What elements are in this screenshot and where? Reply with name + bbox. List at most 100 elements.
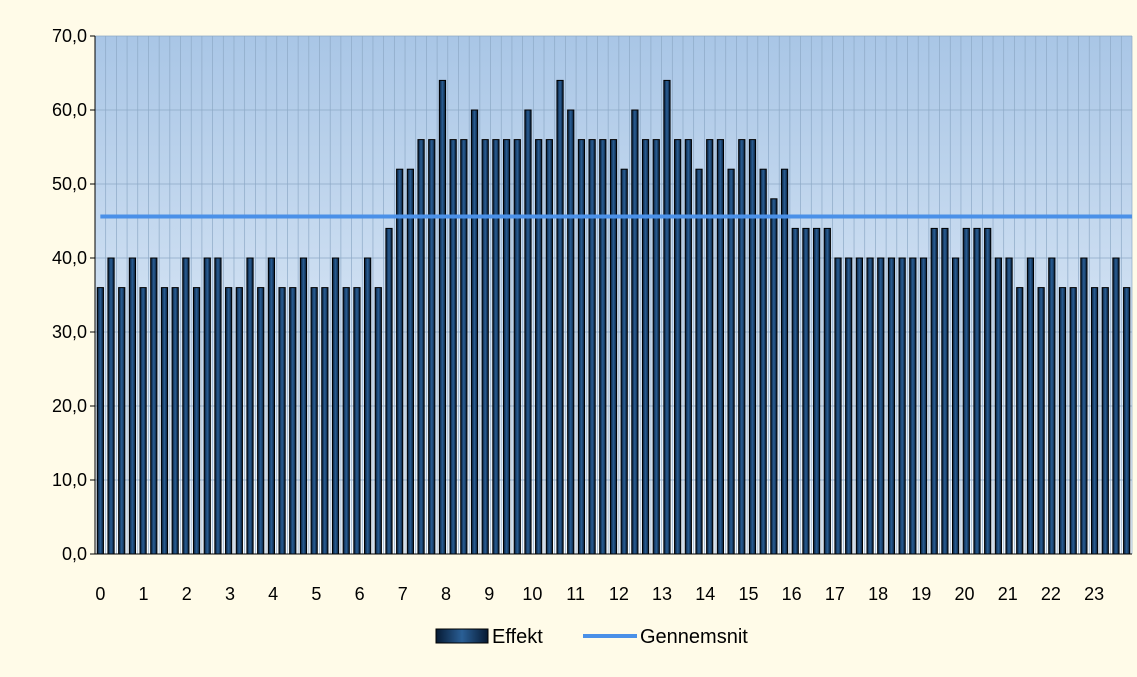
x-tick-label: 8 [441, 584, 451, 604]
bar [887, 257, 896, 555]
x-tick-label: 19 [911, 584, 931, 604]
bar [1048, 257, 1056, 555]
bar [1090, 287, 1099, 555]
bar [406, 168, 414, 555]
bar [128, 257, 137, 555]
y-axis-tick-labels: 0,0 10,0 20,0 30,0 40,0 50,0 60,0 70,0 [52, 26, 87, 564]
bar [470, 109, 479, 555]
y-tick-label: 40,0 [52, 248, 87, 268]
bar [599, 139, 607, 555]
bar [246, 257, 254, 555]
bar [823, 227, 831, 555]
bar [310, 287, 318, 555]
bar [780, 168, 789, 555]
y-tick-label: 70,0 [52, 26, 87, 46]
bar [984, 227, 992, 555]
bar [759, 168, 767, 555]
x-tick-label: 12 [609, 584, 629, 604]
bar [556, 79, 564, 555]
x-tick-label: 13 [652, 584, 672, 604]
legend: Effekt Gennemsnit [435, 626, 748, 648]
x-tick-label: 1 [139, 584, 149, 604]
bar [695, 168, 703, 555]
bar [855, 257, 863, 555]
y-tick-label: 0,0 [62, 544, 87, 564]
y-tick-label: 50,0 [52, 174, 87, 194]
bar [449, 139, 457, 555]
y-tick-label: 20,0 [52, 396, 87, 416]
bar [1101, 287, 1109, 555]
bar [267, 257, 275, 555]
bar [1016, 287, 1024, 555]
bar [802, 227, 810, 555]
axes [90, 35, 1132, 555]
bar [727, 168, 735, 555]
bar [877, 257, 885, 555]
bar [203, 257, 211, 555]
bar [748, 139, 757, 555]
bar [460, 139, 468, 555]
bar [952, 257, 960, 555]
legend-label-effekt: Effekt [492, 626, 543, 648]
bar [577, 139, 586, 555]
bar [770, 198, 778, 555]
bar [845, 257, 853, 555]
bar [588, 139, 596, 555]
x-tick-label: 2 [182, 584, 192, 604]
bar [674, 139, 682, 555]
bar [994, 257, 1002, 555]
legend-swatch-effekt [435, 628, 489, 644]
bar [919, 257, 928, 555]
bar [438, 79, 447, 555]
bar [652, 139, 660, 555]
bar [1037, 287, 1045, 555]
bar [225, 287, 233, 555]
bar [428, 139, 436, 555]
bar [353, 287, 361, 555]
bar [716, 139, 725, 555]
bar [641, 139, 650, 555]
bar [278, 287, 286, 555]
bar [299, 257, 308, 555]
bar [364, 257, 372, 555]
bar [331, 257, 340, 555]
bar [374, 287, 382, 555]
bar [492, 139, 500, 555]
x-tick-label: 23 [1084, 584, 1104, 604]
bar [1112, 257, 1120, 555]
bar [1026, 257, 1035, 555]
bar [1058, 287, 1067, 555]
bar [866, 257, 874, 555]
bar [107, 257, 115, 555]
bar [609, 139, 618, 555]
x-tick-label: 5 [311, 584, 321, 604]
y-tick-label: 10,0 [52, 470, 87, 490]
x-tick-label: 7 [398, 584, 408, 604]
bar [139, 287, 147, 555]
x-tick-label: 14 [695, 584, 715, 604]
bar [235, 287, 243, 555]
bar [684, 139, 692, 555]
bar [214, 257, 222, 555]
bar [481, 139, 489, 555]
x-tick-label: 22 [1041, 584, 1061, 604]
bar [791, 227, 799, 555]
bar [898, 257, 906, 555]
bar [513, 139, 521, 555]
bar [118, 287, 126, 555]
bar [545, 139, 553, 555]
x-tick-label: 20 [954, 584, 974, 604]
bar [535, 139, 543, 555]
x-tick-label: 9 [484, 584, 494, 604]
bar [502, 139, 511, 555]
x-tick-label: 10 [522, 584, 542, 604]
x-tick-label: 21 [998, 584, 1018, 604]
bar [342, 287, 350, 555]
legend-label-gennemsnit: Gennemsnit [640, 626, 748, 648]
x-tick-label: 18 [868, 584, 888, 604]
bar [96, 287, 104, 555]
bar [834, 257, 842, 555]
bar [524, 109, 532, 555]
bar [962, 227, 970, 555]
